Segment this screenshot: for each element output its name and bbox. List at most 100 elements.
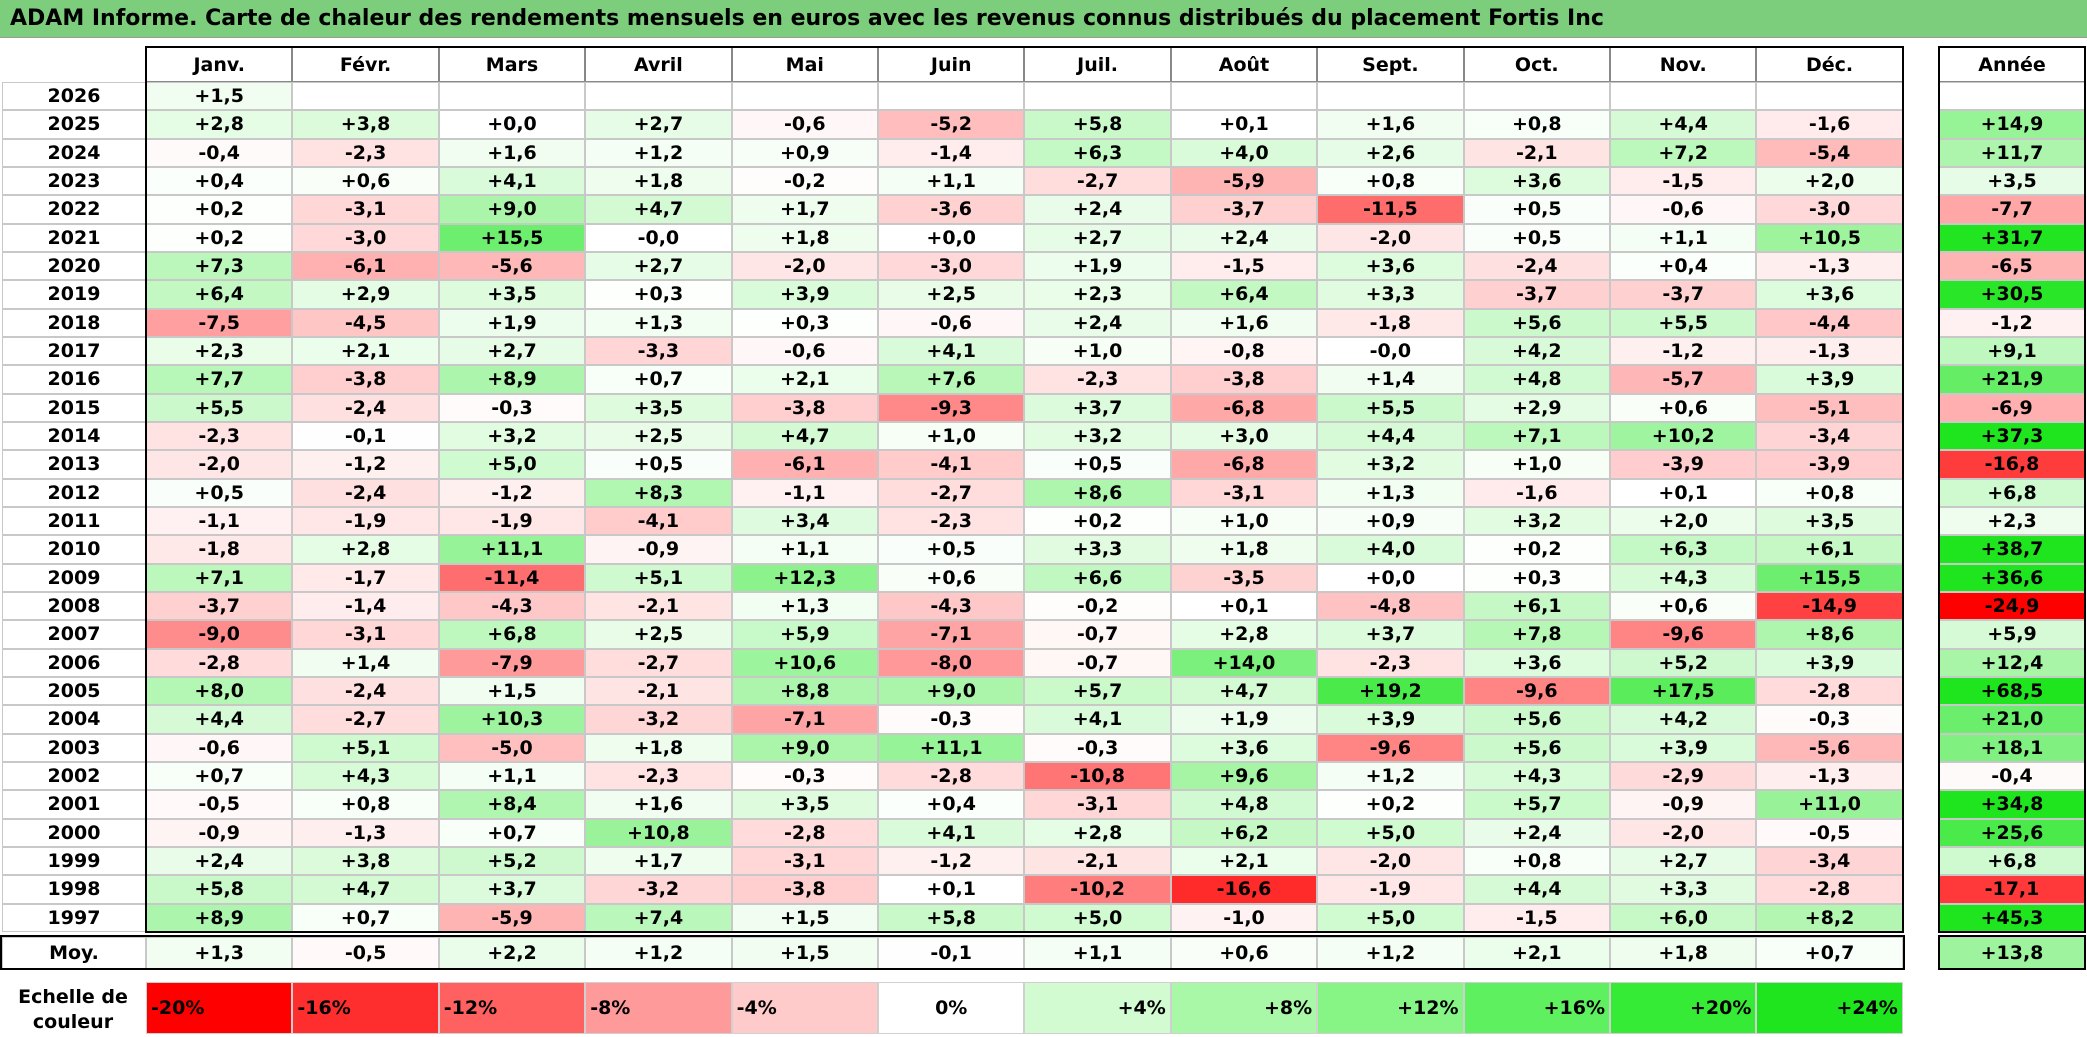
heatmap-cell: +3,5: [1756, 506, 1903, 536]
annual-cell: +38,7: [1939, 535, 2085, 564]
heatmap-cell: -9,6: [1610, 620, 1757, 649]
heatmap-cell: +2,4: [1170, 223, 1318, 252]
heatmap-cell: +1,6: [585, 790, 732, 819]
heatmap-cell: [1610, 82, 1757, 111]
average-cell: +2,2: [438, 937, 586, 969]
heatmap-cell: -5,6: [1756, 733, 1903, 762]
heatmap-cell: +4,1: [438, 166, 586, 196]
heatmap-cell: -5,2: [878, 110, 1025, 139]
heatmap-cell: -2,4: [1463, 251, 1610, 281]
annual-cell: +9,1: [1939, 336, 2085, 366]
heatmap-cell: +5,9: [731, 620, 878, 649]
heatmap-cell: -0,8: [1170, 336, 1318, 366]
heatmap-cell: -8,0: [878, 648, 1025, 677]
year-label: 2003: [2, 733, 146, 762]
heatmap-cell: +1,8: [731, 223, 878, 252]
heatmap-cell: -0,6: [878, 308, 1025, 337]
heatmap-cell: -1,4: [292, 591, 439, 621]
average-cell: +0,7: [1756, 937, 1903, 969]
heatmap-cell: +0,1: [878, 875, 1025, 904]
heatmap-cell: -2,3: [146, 421, 293, 451]
heatmap-cell: +0,2: [1317, 790, 1464, 819]
heatmap-cell: +2,4: [1024, 308, 1171, 337]
annual-cell: +12,4: [1939, 648, 2085, 677]
heatmap-cell: -3,8: [731, 393, 878, 422]
heatmap-cell: +4,4: [1463, 875, 1610, 904]
heatmap-cell: -2,3: [585, 761, 732, 791]
heatmap-cell: -3,8: [292, 365, 439, 394]
heatmap-cell: -1,3: [1756, 251, 1903, 281]
heatmap-cell: -0,5: [1756, 818, 1903, 847]
heatmap-cell: -1,2: [878, 846, 1025, 876]
heatmap-cell: +4,1: [1024, 705, 1171, 734]
month-header: Avril: [585, 47, 732, 82]
heatmap-cell: +1,9: [1024, 251, 1171, 281]
heatmap-cell: +0,1: [1170, 591, 1318, 621]
heatmap-cell: +0,8: [1317, 166, 1464, 196]
heatmap-cell: +0,4: [146, 166, 293, 196]
heatmap-cell: -0,4: [146, 138, 293, 167]
heatmap-cell: -0,3: [731, 761, 878, 791]
heatmap-cell: +1,9: [438, 308, 586, 337]
heatmap-cell: +2,7: [1610, 846, 1757, 876]
heatmap-cell: -11,4: [438, 563, 586, 592]
heatmap-cell: +5,5: [1610, 308, 1757, 337]
average-label: Moy.: [2, 937, 146, 969]
heatmap-cell: +5,2: [438, 846, 586, 876]
heatmap-cell: [438, 82, 586, 111]
heatmap-cell: +1,3: [585, 308, 732, 337]
heatmap-cell: +2,7: [438, 336, 586, 366]
heatmap-cell: -4,3: [438, 591, 586, 621]
heatmap-cell: +10,8: [585, 818, 732, 847]
year-label: 2006: [2, 648, 146, 677]
heatmap-cell: -1,3: [1756, 761, 1903, 791]
heatmap-cell: +6,3: [1610, 535, 1757, 564]
heatmap-cell: +5,8: [146, 875, 293, 904]
heatmap-cell: +2,4: [1024, 195, 1171, 224]
heatmap-cell: -0,1: [292, 421, 439, 451]
heatmap-cell: +1,5: [731, 903, 878, 932]
heatmap-cell: -0,6: [731, 110, 878, 139]
heatmap-cell: -6,8: [1170, 450, 1318, 479]
heatmap-cell: +0,8: [1463, 846, 1610, 876]
color-scale-swatch: +12%: [1317, 982, 1464, 1034]
heatmap-cell: -1,6: [1756, 110, 1903, 139]
heatmap-cell: -4,5: [292, 308, 439, 337]
heatmap-cell: [731, 82, 878, 111]
heatmap-cell: +8,3: [585, 478, 732, 507]
heatmap-cell: +0,1: [1170, 110, 1318, 139]
heatmap-cell: +4,7: [731, 421, 878, 451]
annual-cell: +18,1: [1939, 733, 2085, 762]
heatmap-cell: +4,1: [878, 818, 1025, 847]
year-label: 2016: [2, 365, 146, 394]
heatmap-cell: -0,6: [731, 336, 878, 366]
heatmap-cell: +4,7: [1170, 676, 1318, 706]
average-cell: +1,5: [731, 937, 878, 969]
heatmap-cell: -1,6: [1463, 478, 1610, 507]
heatmap-cell: -3,5: [1170, 563, 1318, 592]
heatmap-cell: -0,3: [1756, 705, 1903, 734]
heatmap-cell: -0,7: [1024, 620, 1171, 649]
heatmap-cell: +0,5: [1024, 450, 1171, 479]
color-scale-label-line2: couleur: [32, 1010, 114, 1033]
heatmap-cell: +4,2: [1610, 705, 1757, 734]
heatmap-cell: -0,3: [438, 393, 586, 422]
heatmap-cell: +0,3: [731, 308, 878, 337]
average-cell: -0,5: [292, 937, 439, 969]
heatmap-cell: +6,4: [1170, 280, 1318, 309]
heatmap-cell: -2,4: [292, 393, 439, 422]
heatmap-cell: +4,8: [1170, 790, 1318, 819]
heatmap-cell: -7,1: [731, 705, 878, 734]
heatmap-cell: -2,0: [1317, 846, 1464, 876]
heatmap-cell: +2,7: [1024, 223, 1171, 252]
heatmap-cell: +5,6: [1463, 308, 1610, 337]
heatmap-cell: +0,8: [1756, 478, 1903, 507]
month-header: Juil.: [1024, 47, 1171, 82]
year-label: 2013: [2, 450, 146, 479]
heatmap-cell: +7,1: [1463, 421, 1610, 451]
heatmap-cell: +2,1: [292, 336, 439, 366]
heatmap-cell: +1,3: [731, 591, 878, 621]
heatmap-cell: +9,0: [731, 733, 878, 762]
heatmap-cell: -10,2: [1024, 875, 1171, 904]
month-header: Août: [1170, 47, 1318, 82]
